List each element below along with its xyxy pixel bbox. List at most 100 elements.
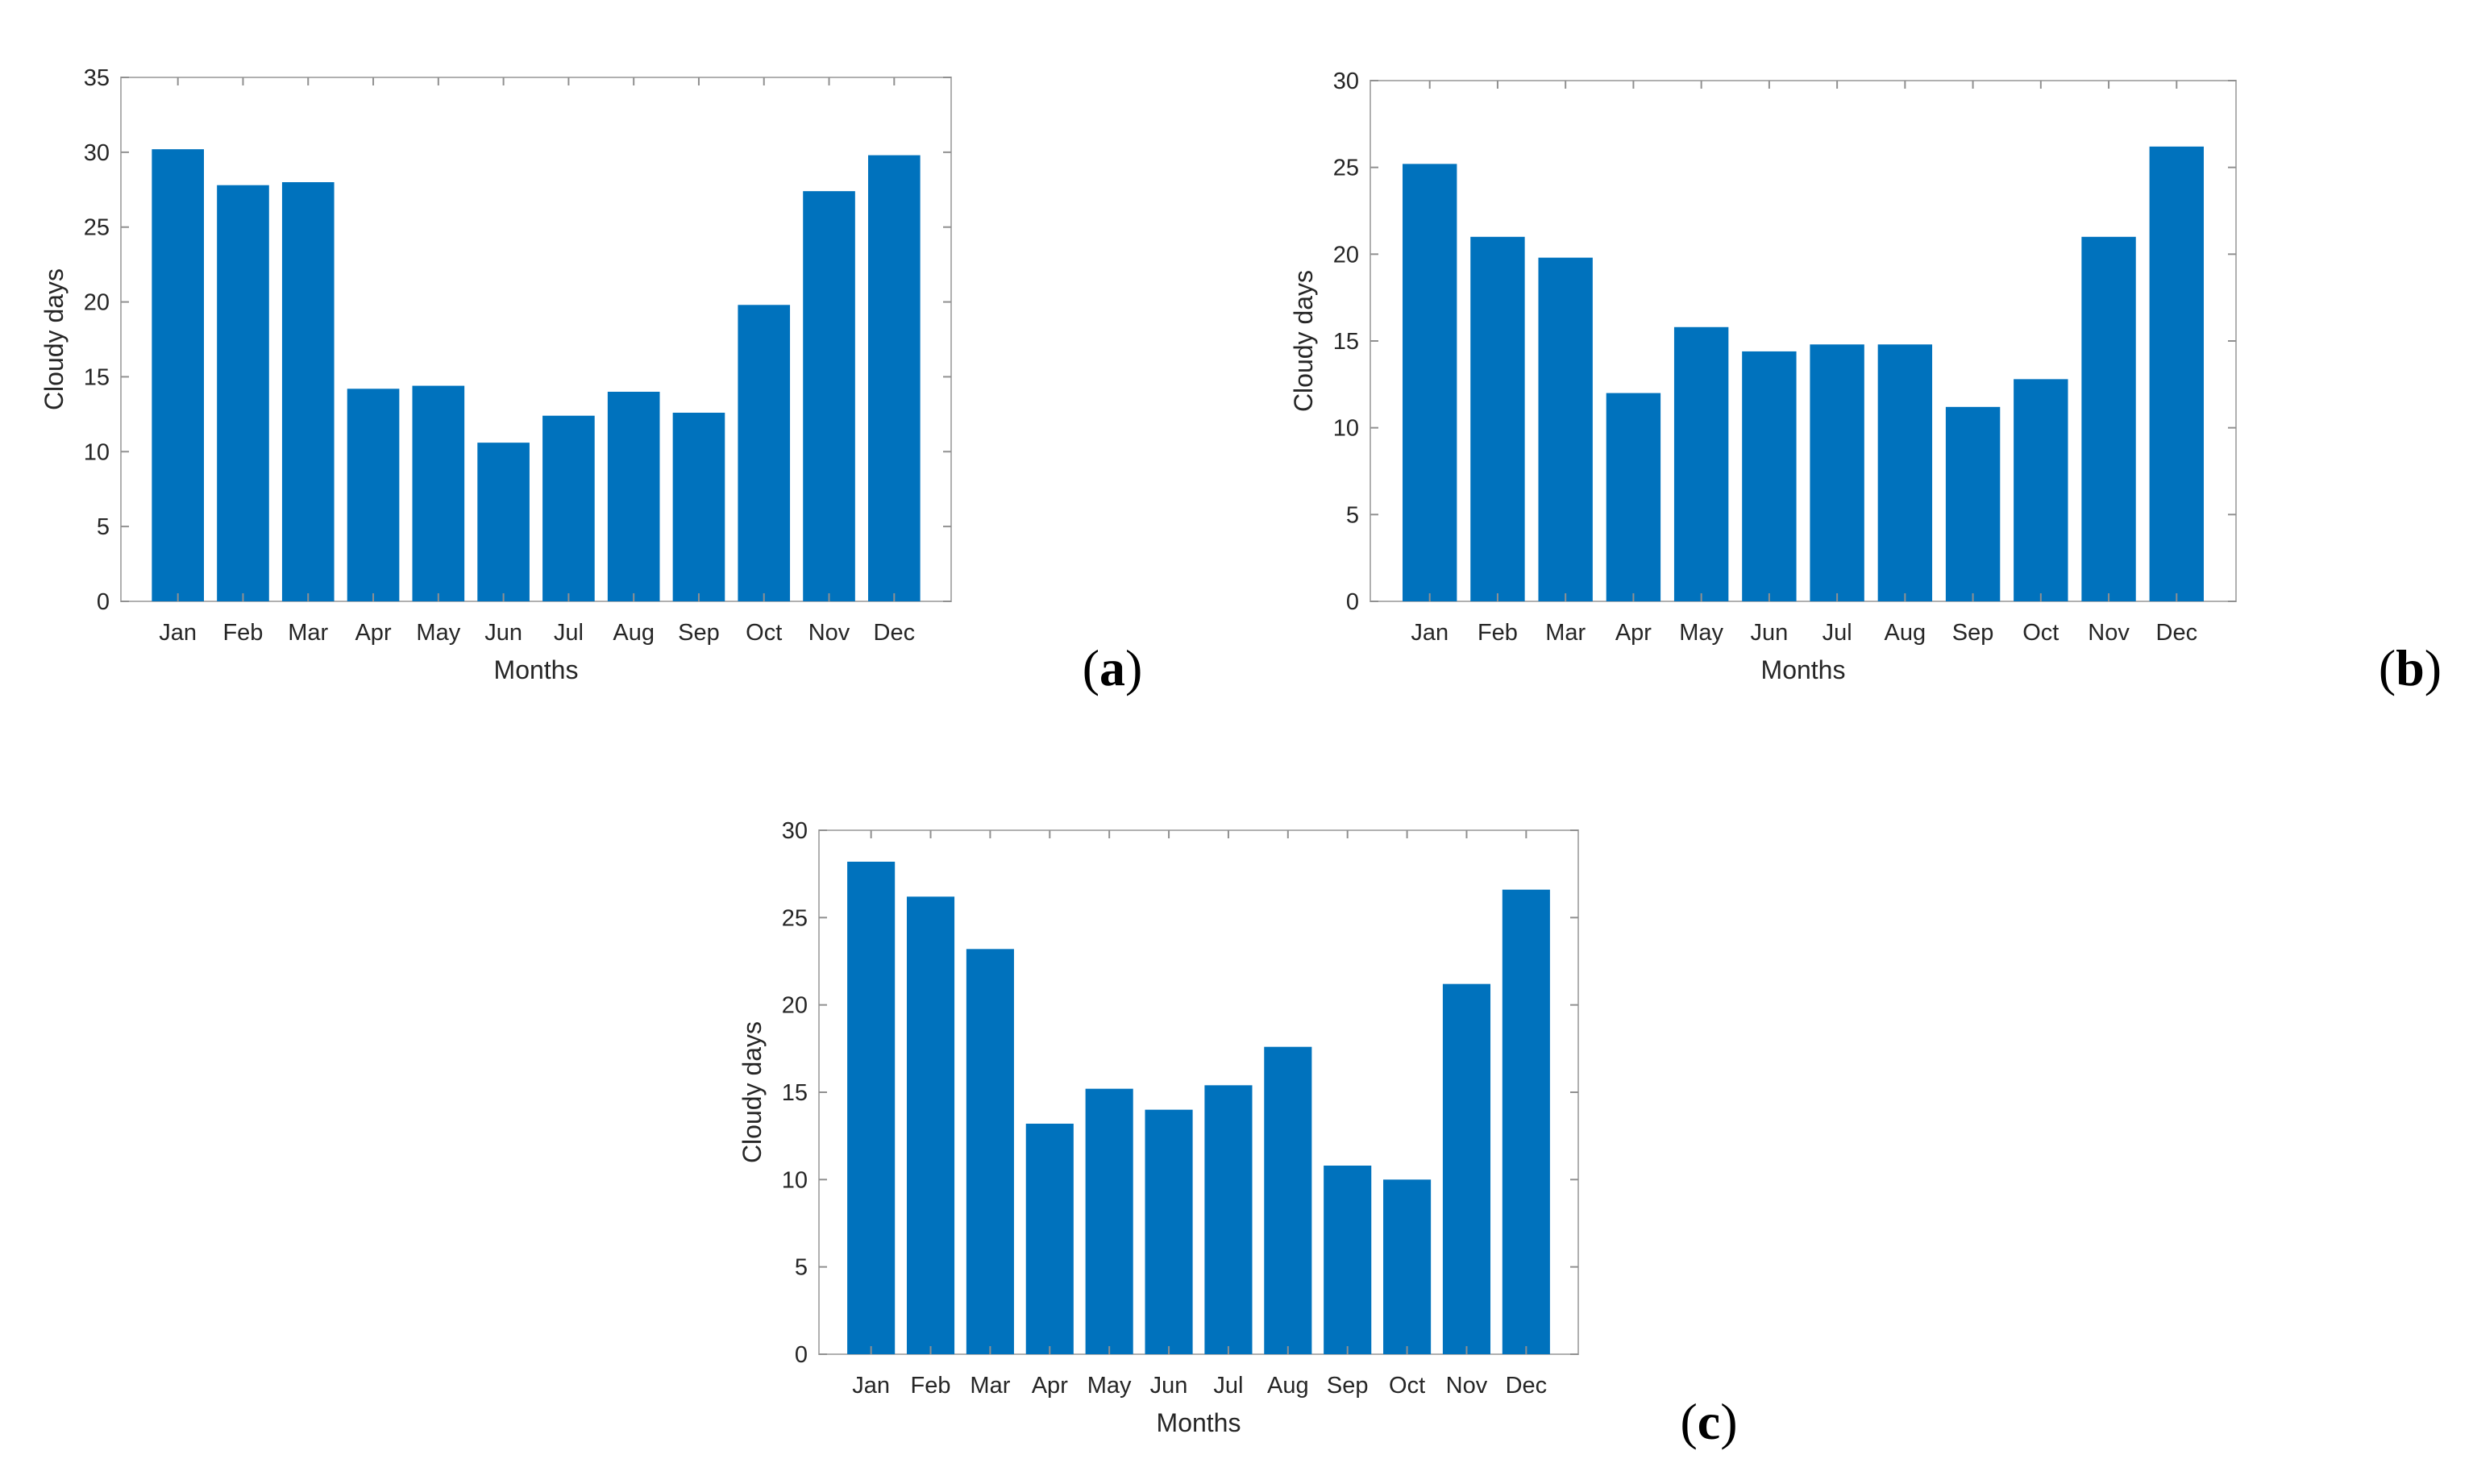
y-tick-label: 30 bbox=[84, 140, 110, 166]
x-tick-label-nov: Nov bbox=[808, 620, 850, 646]
x-tick-label-aug: Aug bbox=[613, 620, 655, 646]
bar-feb bbox=[217, 185, 269, 601]
bar-apr bbox=[347, 389, 400, 601]
chart-panel-c: 0 5 10 15 20 25 30 Jan Feb Mar Apr May Jun Jul Aug Sep O… bbox=[738, 818, 1738, 1450]
bar-mar bbox=[1538, 257, 1593, 601]
bar-nov bbox=[1442, 983, 1491, 1354]
x-tick-label-aug: Aug bbox=[1267, 1373, 1309, 1399]
bar-dec bbox=[868, 155, 921, 602]
bar-oct bbox=[738, 305, 791, 601]
x-tick-label-sep: Sep bbox=[1952, 620, 1994, 646]
x-tick-label-jun: Jun bbox=[484, 620, 522, 646]
y-tick-label: 10 bbox=[1333, 416, 1359, 442]
bar-mar bbox=[966, 949, 1014, 1354]
x-tick-label-jul: Jul bbox=[1213, 1373, 1243, 1399]
bar-jan bbox=[152, 149, 204, 602]
bar-feb bbox=[906, 896, 955, 1354]
x-tick-label-feb: Feb bbox=[911, 1373, 951, 1399]
bar-sep bbox=[1324, 1166, 1372, 1354]
x-tick-label-apr: Apr bbox=[1032, 1373, 1068, 1399]
x-tick-label-apr: Apr bbox=[1615, 620, 1652, 646]
bar-aug bbox=[607, 392, 660, 601]
bar-jul bbox=[542, 415, 595, 601]
y-tick-label: 15 bbox=[84, 364, 110, 390]
bar-may bbox=[1673, 326, 1729, 601]
y-tick-label: 20 bbox=[1333, 242, 1359, 268]
x-tick-label-jul: Jul bbox=[1823, 620, 1852, 646]
bar-sep bbox=[1945, 406, 2001, 601]
x-tick-label-mar: Mar bbox=[970, 1373, 1010, 1399]
bar-aug bbox=[1877, 344, 1933, 601]
y-axis-label: Cloudy days bbox=[738, 1021, 767, 1163]
bar-may bbox=[412, 385, 465, 601]
x-tick-label-nov: Nov bbox=[1446, 1373, 1488, 1399]
y-axis-label: Cloudy days bbox=[39, 268, 69, 410]
x-tick-label-jun: Jun bbox=[1750, 620, 1788, 646]
bar-jun bbox=[1742, 351, 1797, 601]
x-tick-label-jan: Jan bbox=[852, 1373, 890, 1399]
bar-nov bbox=[2081, 236, 2136, 601]
x-tick-label-jul: Jul bbox=[554, 620, 584, 646]
x-tick-label-feb: Feb bbox=[1478, 620, 1518, 646]
x-tick-label-oct: Oct bbox=[1389, 1373, 1425, 1399]
bar-dec bbox=[1502, 889, 1550, 1354]
bar-jul bbox=[1204, 1085, 1253, 1354]
x-tick-label-may: May bbox=[1679, 620, 1723, 646]
x-tick-label-mar: Mar bbox=[1545, 620, 1586, 646]
y-tick-label: 15 bbox=[782, 1080, 808, 1106]
y-tick-label: 35 bbox=[84, 65, 110, 91]
x-tick-label-mar: Mar bbox=[288, 620, 328, 646]
bar-jun bbox=[477, 443, 530, 601]
y-tick-label: 10 bbox=[782, 1167, 808, 1193]
panel-label: (c) bbox=[1680, 1393, 1737, 1450]
x-tick-label-dec: Dec bbox=[874, 620, 916, 646]
bar-oct bbox=[2014, 379, 2068, 601]
bar-oct bbox=[1383, 1179, 1432, 1354]
y-tick-label: 0 bbox=[1346, 589, 1359, 615]
bar-mar bbox=[281, 182, 335, 601]
y-tick-label: 15 bbox=[1333, 329, 1359, 355]
x-tick-label-apr: Apr bbox=[355, 620, 391, 646]
y-axis-label: Cloudy days bbox=[1289, 270, 1318, 412]
x-tick-label-dec: Dec bbox=[1506, 1373, 1548, 1399]
bar-aug bbox=[1264, 1046, 1312, 1354]
bar-sep bbox=[672, 413, 725, 601]
x-tick-label-jun: Jun bbox=[1150, 1373, 1188, 1399]
y-tick-label: 0 bbox=[795, 1342, 808, 1368]
chart-panel-b: 0 5 10 15 20 25 30 Jan Feb Mar Apr May Jun Jul Aug Sep O… bbox=[1289, 69, 2442, 696]
y-tick-label: 25 bbox=[84, 215, 110, 241]
y-tick-label: 10 bbox=[84, 439, 110, 465]
x-tick-label-oct: Oct bbox=[2022, 620, 2059, 646]
bar-jun bbox=[1145, 1109, 1193, 1354]
x-tick-label-nov: Nov bbox=[2088, 620, 2130, 646]
y-tick-label: 30 bbox=[782, 818, 808, 844]
y-tick-label: 30 bbox=[1333, 69, 1359, 94]
x-tick-label-feb: Feb bbox=[222, 620, 263, 646]
x-tick-label-dec: Dec bbox=[2156, 620, 2198, 646]
panel-label: (b) bbox=[2379, 639, 2442, 696]
x-tick-label-sep: Sep bbox=[678, 620, 720, 646]
bar-apr bbox=[1606, 393, 1661, 601]
x-axis-label: Months bbox=[1157, 1408, 1241, 1437]
y-tick-label: 25 bbox=[782, 905, 808, 931]
x-axis-label: Months bbox=[494, 655, 579, 684]
y-tick-label: 5 bbox=[1346, 502, 1359, 528]
y-tick-label: 5 bbox=[97, 514, 110, 540]
y-tick-label: 25 bbox=[1333, 156, 1359, 181]
x-tick-label-jan: Jan bbox=[159, 620, 197, 646]
x-tick-label-jan: Jan bbox=[1411, 620, 1448, 646]
x-tick-label-may: May bbox=[1087, 1373, 1132, 1399]
bar-feb bbox=[1470, 236, 1525, 601]
x-tick-label-aug: Aug bbox=[1885, 620, 1926, 646]
x-axis-label: Months bbox=[1761, 655, 1846, 684]
y-tick-label: 20 bbox=[84, 290, 110, 316]
bar-dec bbox=[2149, 146, 2204, 601]
bar-may bbox=[1085, 1088, 1133, 1354]
x-tick-label-oct: Oct bbox=[746, 620, 782, 646]
chart-panel-a: 0 5 10 15 20 25 30 35 Jan Feb Mar Apr May Jun Jul Aug Se… bbox=[39, 65, 1142, 696]
y-tick-label: 20 bbox=[782, 993, 808, 1019]
x-tick-label-may: May bbox=[416, 620, 460, 646]
bar-jul bbox=[1810, 344, 1864, 601]
bar-jan bbox=[1403, 164, 1457, 602]
